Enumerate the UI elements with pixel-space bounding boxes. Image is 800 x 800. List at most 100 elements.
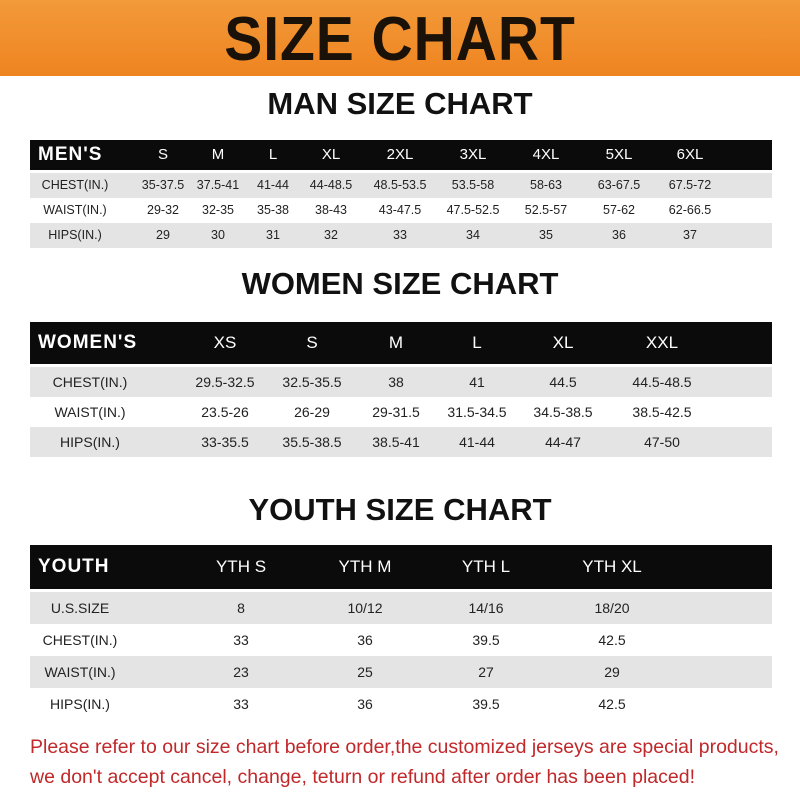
table-cell: 38.5-42.5: [632, 404, 692, 420]
table-cell: 26-29: [294, 404, 330, 420]
table-cell: 8: [237, 600, 245, 616]
size-column-header: 3XL: [459, 146, 487, 163]
table-row: CHEST(IN.) 33 36 39.5 42.5: [30, 624, 772, 656]
table-cell: 23: [233, 664, 249, 680]
table-cell: 44-48.5: [309, 178, 353, 192]
table-cell: 10/12: [347, 600, 383, 616]
table-cell: 47.5-52.5: [446, 203, 500, 217]
table-cell: 31: [266, 228, 280, 242]
table-cell: 35.5-38.5: [282, 434, 342, 450]
women-header-row: WOMEN'S XS S M L XL XXL: [30, 322, 772, 364]
table-cell: 42.5: [598, 632, 626, 648]
table-row: WAIST(IN.) 23 25 27 29: [30, 656, 772, 688]
table-cell: 36: [612, 228, 626, 242]
table-cell: 34.5-38.5: [533, 404, 593, 420]
women-section-title: WOMEN SIZE CHART: [241, 266, 559, 301]
table-row: WAIST(IN.) 23.5-26 26-29 29-31.5 31.5-34.5 34…: [30, 397, 772, 427]
measurement-label: HIPS(IN.): [60, 434, 120, 450]
table-cell: 36: [357, 696, 373, 712]
size-column-header: XS: [213, 333, 237, 352]
size-column-header: YTH S: [215, 557, 267, 576]
table-cell: 37: [683, 228, 697, 242]
table-row: HIPS(IN.) 33-35.5 35.5-38.5 38.5-41 41-44 44-…: [30, 427, 772, 457]
table-cell: 44.5: [549, 374, 577, 390]
size-column-header: 4XL: [532, 146, 560, 163]
size-column-header: S: [157, 146, 169, 163]
table-cell: 38.5-41: [372, 434, 420, 450]
table-cell: 67.5-72: [668, 178, 712, 192]
table-corner-label: MEN'S: [38, 144, 103, 165]
size-column-header: S: [306, 333, 318, 352]
table-cell: 37.5-41: [196, 178, 240, 192]
size-column-header: YTH M: [338, 557, 392, 576]
size-column-header: YTH L: [461, 557, 511, 576]
size-column-header: M: [388, 333, 404, 352]
size-column-header: M: [211, 146, 225, 163]
table-cell: 33: [233, 632, 249, 648]
table-cell: 48.5-53.5: [373, 178, 427, 192]
table-cell: 44-47: [545, 434, 581, 450]
table-row: CHEST(IN.) 35-37.5 37.5-41 41-44 44-48.5 48.5…: [30, 173, 772, 198]
measurement-label: HIPS(IN.): [50, 696, 110, 712]
table-cell: 34: [466, 228, 480, 242]
table-cell: 38-43: [315, 203, 347, 217]
table-row: HIPS(IN.) 29 30 31 32 33 34 35 36 37: [30, 223, 772, 248]
measurement-label: CHEST(IN.): [41, 178, 109, 192]
size-column-header: L: [472, 333, 482, 352]
table-cell: 30: [211, 228, 225, 242]
table-cell: 31.5-34.5: [447, 404, 507, 420]
table-cell: 32-35: [202, 203, 234, 217]
size-column-header: YTH XL: [582, 557, 642, 576]
measurement-label: WAIST(IN.): [44, 664, 116, 680]
banner-title: SIZE CHART: [224, 5, 576, 74]
table-cell: 39.5: [472, 696, 500, 712]
size-column-header: 2XL: [386, 146, 414, 163]
table-cell: 29: [156, 228, 170, 242]
table-cell: 27: [478, 664, 494, 680]
table-cell: 35-37.5: [141, 178, 185, 192]
table-cell: 25: [357, 664, 373, 680]
table-cell: 42.5: [598, 696, 626, 712]
men-header-row: MEN'S S M L XL 2XL 3XL 4XL 5XL 6XL: [30, 140, 772, 170]
measurement-label: U.S.SIZE: [50, 600, 110, 616]
measurement-label: WAIST(IN.): [43, 203, 107, 217]
table-cell: 52.5-57: [524, 203, 568, 217]
men-section-title: MAN SIZE CHART: [267, 86, 533, 121]
measurement-label: CHEST(IN.): [42, 632, 118, 648]
table-cell: 44.5-48.5: [632, 374, 692, 390]
table-cell: 38: [388, 374, 404, 390]
table-cell: 47-50: [644, 434, 680, 450]
table-cell: 62-66.5: [668, 203, 712, 217]
table-cell: 29-32: [147, 203, 179, 217]
size-column-header: XL: [552, 333, 574, 352]
table-cell: 33: [393, 228, 407, 242]
size-column-header: 5XL: [605, 146, 633, 163]
table-cell: 32: [324, 228, 338, 242]
table-cell: 18/20: [594, 600, 630, 616]
size-column-header: 6XL: [676, 146, 704, 163]
table-cell: 43-47.5: [378, 203, 422, 217]
table-row: CHEST(IN.) 29.5-32.5 32.5-35.5 38 41 44.5 44.5…: [30, 367, 772, 397]
size-column-header: L: [268, 146, 278, 163]
table-cell: 57-62: [603, 203, 635, 217]
table-cell: 33-35.5: [201, 434, 249, 450]
table-cell: 58-63: [530, 178, 562, 192]
table-cell: 35-38: [257, 203, 289, 217]
table-cell: 23.5-26: [201, 404, 249, 420]
table-cell: 33: [233, 696, 249, 712]
table-row: U.S.SIZE 8 10/12 14/16 18/20: [30, 592, 772, 624]
table-cell: 53.5-58: [451, 178, 495, 192]
table-cell: 39.5: [472, 632, 500, 648]
table-corner-label: WOMEN'S: [38, 332, 138, 353]
size-column-header: XXL: [645, 333, 679, 352]
table-cell: 14/16: [468, 600, 504, 616]
notice-line-2: we don't accept cancel, change, teturn o…: [30, 766, 695, 788]
measurement-label: CHEST(IN.): [52, 374, 128, 390]
table-corner-label: YOUTH: [38, 556, 110, 577]
notice-line-1: Please refer to our size chart before or…: [30, 736, 779, 758]
youth-header-row: YOUTH YTH S YTH M YTH L YTH XL: [30, 545, 772, 589]
measurement-label: HIPS(IN.): [48, 228, 102, 242]
table-cell: 36: [357, 632, 373, 648]
notice-text: Please refer to our size chart before or…: [30, 732, 790, 792]
table-cell: 35: [539, 228, 553, 242]
